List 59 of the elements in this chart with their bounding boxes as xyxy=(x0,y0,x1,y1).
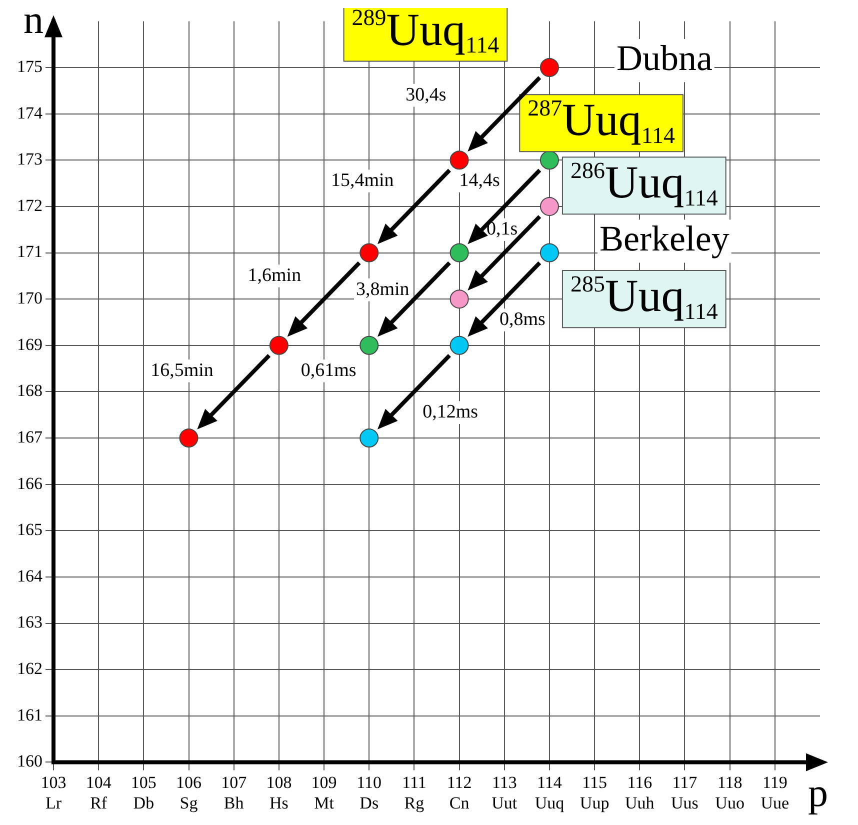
x-tick-label: 103 Lr xyxy=(40,772,66,812)
y-tick-label: 167 xyxy=(17,427,43,446)
y-tick-label: 174 xyxy=(17,103,43,122)
annotation: 1,6min xyxy=(248,264,302,286)
point xyxy=(179,428,198,448)
point xyxy=(450,336,469,355)
x-tick-label: 109 Mt xyxy=(311,772,337,812)
annotation: Berkeley xyxy=(599,218,730,259)
x-tick-label: 112 Cn xyxy=(446,772,472,812)
y-tick-label: 165 xyxy=(17,520,42,540)
annotation: 3,8min xyxy=(356,278,410,300)
annotation: 16,5min xyxy=(150,360,214,381)
x-tick-label: 119 Uue xyxy=(760,772,790,812)
annotation: 0,12ms xyxy=(422,402,478,423)
x-tick-label: 104 Rf xyxy=(86,772,112,812)
y-axis-title: n xyxy=(24,0,44,42)
point xyxy=(269,336,288,355)
y-tick-label: 166 xyxy=(17,474,42,493)
point xyxy=(360,428,379,448)
y-tick-label: 160 xyxy=(17,752,42,771)
x-tick-label: 117 Uus xyxy=(671,772,698,812)
y-tick-label: 162 xyxy=(17,659,42,678)
y-tick-label: 170 xyxy=(17,288,42,308)
y-tick-label: 164 xyxy=(17,566,43,586)
point xyxy=(540,243,559,262)
x-tick-label: 106 Sg xyxy=(176,772,202,812)
annotation: 0,8ms xyxy=(499,308,546,330)
annotation: 30,4s xyxy=(406,84,446,106)
y-tick-label: 173 xyxy=(17,150,42,169)
x-tick-label: 113 Uut xyxy=(492,772,518,812)
annotation: 14,4s xyxy=(459,170,500,191)
y-tick-label: 163 xyxy=(17,612,42,632)
point xyxy=(540,58,559,78)
y-tick-label: 161 xyxy=(17,705,42,724)
x-axis-title: p xyxy=(808,770,828,816)
point xyxy=(540,150,559,170)
point xyxy=(450,150,469,170)
y-tick-label: 172 xyxy=(17,196,42,215)
x-tick-label: 111 Rg xyxy=(402,772,426,812)
y-tick-label: 171 xyxy=(17,242,42,262)
y-tick-label: 175 xyxy=(17,56,42,76)
point xyxy=(450,243,469,262)
x-tick-label: 118 Uuo xyxy=(715,772,744,812)
annotation: 0,61ms xyxy=(300,360,356,381)
annotation: Dubna xyxy=(616,38,712,78)
x-tick-label: 105 Db xyxy=(130,772,156,812)
x-tick-label: 115 Uup xyxy=(580,772,610,812)
point xyxy=(360,336,379,355)
x-tick-label: 108 Hs xyxy=(266,772,292,812)
x-tick-label: 107 Bh xyxy=(221,772,248,812)
y-tick-label: 169 xyxy=(17,334,42,354)
point xyxy=(450,290,469,309)
y-tick-label: 168 xyxy=(17,381,42,400)
point xyxy=(540,196,559,216)
x-tick-label: 114 Uuq xyxy=(534,772,565,812)
annotation: 15,4min xyxy=(330,170,394,191)
point xyxy=(360,243,379,262)
x-tick-label: 110 Ds xyxy=(356,772,382,812)
x-tick-label: 116 Uuh xyxy=(625,772,655,812)
